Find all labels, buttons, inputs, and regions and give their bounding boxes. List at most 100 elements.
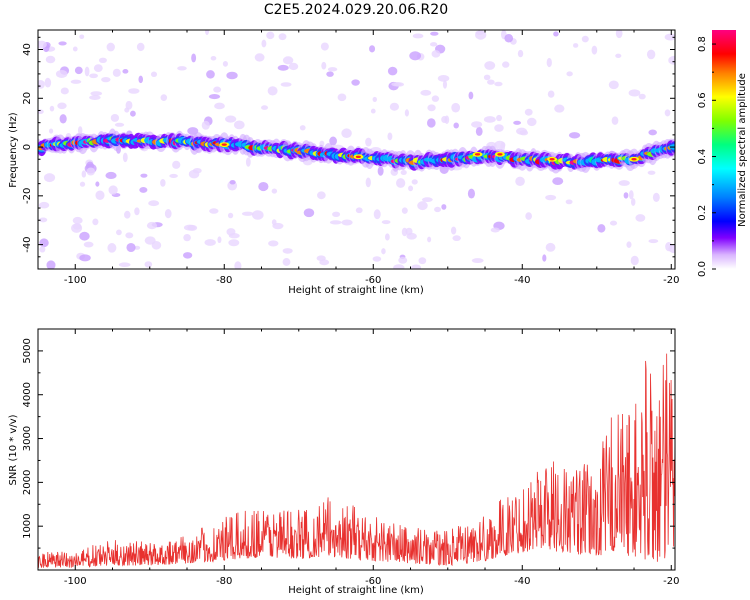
heatmap-noise-blob bbox=[404, 109, 410, 117]
colorbar-ticks: 0.0 0.2 0.4 0.6 0.8 bbox=[697, 36, 716, 277]
heatmap-noise-blob bbox=[150, 71, 158, 78]
heatmap-noise-blob bbox=[160, 94, 168, 102]
spectrogram-panel: -100 -80 -60 -40 -20 40 20 0 -20 -40 Height of st… bbox=[8, 29, 679, 296]
heatmap-noise-blob bbox=[513, 120, 521, 125]
heatmap-noise-blob bbox=[554, 104, 565, 113]
heatmap-noise-blob bbox=[572, 43, 579, 48]
snr-panel: -100 -80 -60 -40 -20 5000 4000 3000 2000 1000 Hei… bbox=[8, 328, 679, 596]
heatmap-noise-blob bbox=[228, 239, 240, 247]
heatmap-noise-blob bbox=[183, 233, 191, 242]
heatmap-noise-blob bbox=[545, 242, 556, 252]
heatmap-noise-blob bbox=[122, 152, 128, 163]
heatmap-noise-blob bbox=[389, 102, 400, 111]
heatmap-noise-blob bbox=[124, 210, 131, 219]
heatmap-noise-blob bbox=[72, 46, 78, 52]
heatmap-noise-blob bbox=[128, 88, 140, 94]
heatmap-noise-blob bbox=[525, 212, 532, 220]
heatmap-noise-blob bbox=[369, 45, 376, 53]
heatmap-noise-blob bbox=[453, 122, 459, 129]
y-tick-label: -20 bbox=[22, 188, 33, 204]
heatmap-noise-blob bbox=[635, 214, 646, 222]
heatmap-noise-blob bbox=[48, 128, 54, 134]
heatmap-noise-blob bbox=[608, 80, 619, 90]
heatmap-noise-blob bbox=[107, 243, 117, 253]
heatmap-noise-blob bbox=[646, 49, 656, 60]
heatmap-noise-blob bbox=[134, 207, 140, 216]
heatmap-noise-blob bbox=[652, 192, 660, 203]
heatmap-noise-blob bbox=[139, 186, 148, 193]
heatmap-noise-blob bbox=[387, 132, 393, 141]
heatmap-noise-blob bbox=[271, 219, 277, 226]
heatmap-noise-blob bbox=[57, 102, 67, 110]
colorbar-tick-label: 0.0 bbox=[697, 261, 708, 277]
heatmap-noise-blob bbox=[400, 170, 407, 176]
heatmap-noise-blob bbox=[303, 208, 315, 218]
heatmap-noise-blob bbox=[381, 220, 391, 225]
heatmap-noise-blob bbox=[326, 71, 334, 77]
heatmap-noise-blob bbox=[329, 136, 337, 146]
x-tick-label: -60 bbox=[365, 576, 381, 587]
heatmap-noise-blob bbox=[74, 66, 83, 75]
heatmap-noise-blob bbox=[387, 66, 398, 76]
x-tick-label: -100 bbox=[64, 576, 87, 587]
heatmap-noise-blob bbox=[140, 173, 148, 178]
heatmap-noise-blob bbox=[320, 42, 329, 51]
heatmap-noise-blob bbox=[623, 192, 629, 199]
heatmap-noise-blob bbox=[187, 127, 199, 135]
heatmap-noise-blob bbox=[377, 166, 384, 176]
heatmap-noise-blob bbox=[122, 69, 129, 74]
heatmap-noise-blob bbox=[136, 42, 145, 52]
snr-xlabel: Height of straight line (km) bbox=[288, 585, 424, 596]
heatmap-noise-blob bbox=[384, 233, 390, 241]
heatmap-noise-blob bbox=[475, 126, 483, 136]
colorbar-label: Normalized spectral amplitude bbox=[737, 73, 748, 227]
heatmap-noise-blob bbox=[496, 114, 503, 122]
heatmap-noise-blob bbox=[611, 116, 619, 125]
heatmap-noise-blob bbox=[112, 68, 121, 77]
heatmap-noise-blob bbox=[317, 191, 326, 200]
heatmap-noise-blob bbox=[72, 216, 83, 224]
heatmap-noise-blob bbox=[475, 30, 485, 35]
heatmap-noise-blob bbox=[487, 79, 495, 85]
heatmap-noise-blob bbox=[609, 220, 618, 226]
heatmap-noise-blob bbox=[542, 254, 547, 262]
heatmap-noise-blob bbox=[164, 208, 172, 219]
heatmap-noise-blob bbox=[138, 75, 144, 84]
heatmap-noise-blob bbox=[321, 61, 327, 70]
heatmap-noise-blob bbox=[126, 242, 136, 253]
heatmap-noise-blob bbox=[38, 40, 47, 49]
heatmap-noise-blob bbox=[288, 62, 299, 71]
heatmap-noise-blob bbox=[266, 31, 275, 40]
heatmap-noise-blob bbox=[615, 30, 623, 39]
heatmap-noise-blob bbox=[86, 167, 96, 176]
heatmap-noise-blob bbox=[547, 90, 555, 98]
heatmap-noise-blob bbox=[581, 35, 589, 43]
heatmap-noise-blob bbox=[630, 255, 639, 266]
heatmap-noise-blob bbox=[206, 70, 215, 79]
heatmap-noise-blob bbox=[648, 129, 657, 136]
heatmap-noise-blob bbox=[252, 210, 264, 220]
heatmap-noise-blob bbox=[451, 102, 461, 113]
heatmap-noise-blob bbox=[668, 244, 675, 254]
x-tick-label: -100 bbox=[64, 275, 87, 286]
heatmap-noise-blob bbox=[372, 256, 382, 262]
heatmap-noise-blob bbox=[98, 57, 107, 64]
heatmap-noise-blob bbox=[327, 67, 338, 72]
heatmap-noise-blob bbox=[553, 31, 559, 37]
heatmap-noise-blob bbox=[630, 198, 636, 206]
heatmap-noise-blob bbox=[233, 120, 245, 130]
heatmap-noise-blob bbox=[329, 220, 342, 225]
heatmap-noise-blob bbox=[568, 132, 581, 139]
heatmap-noise-blob bbox=[664, 33, 675, 41]
heatmap-noise-blob bbox=[59, 114, 67, 124]
snr-frame bbox=[37, 328, 676, 571]
heatmap-noise-blob bbox=[114, 122, 125, 127]
colorbar-tick-label: 0.6 bbox=[697, 92, 708, 108]
heatmap-noise-blob bbox=[46, 260, 56, 269]
heatmap-noise-blob bbox=[483, 116, 496, 123]
heatmap-noise-blob bbox=[431, 95, 440, 102]
heatmap-noise-blob bbox=[72, 223, 82, 230]
heatmap-noise-blob bbox=[628, 89, 641, 97]
heatmap-noise-blob bbox=[490, 227, 500, 233]
heatmap-noise-blob bbox=[597, 224, 606, 233]
